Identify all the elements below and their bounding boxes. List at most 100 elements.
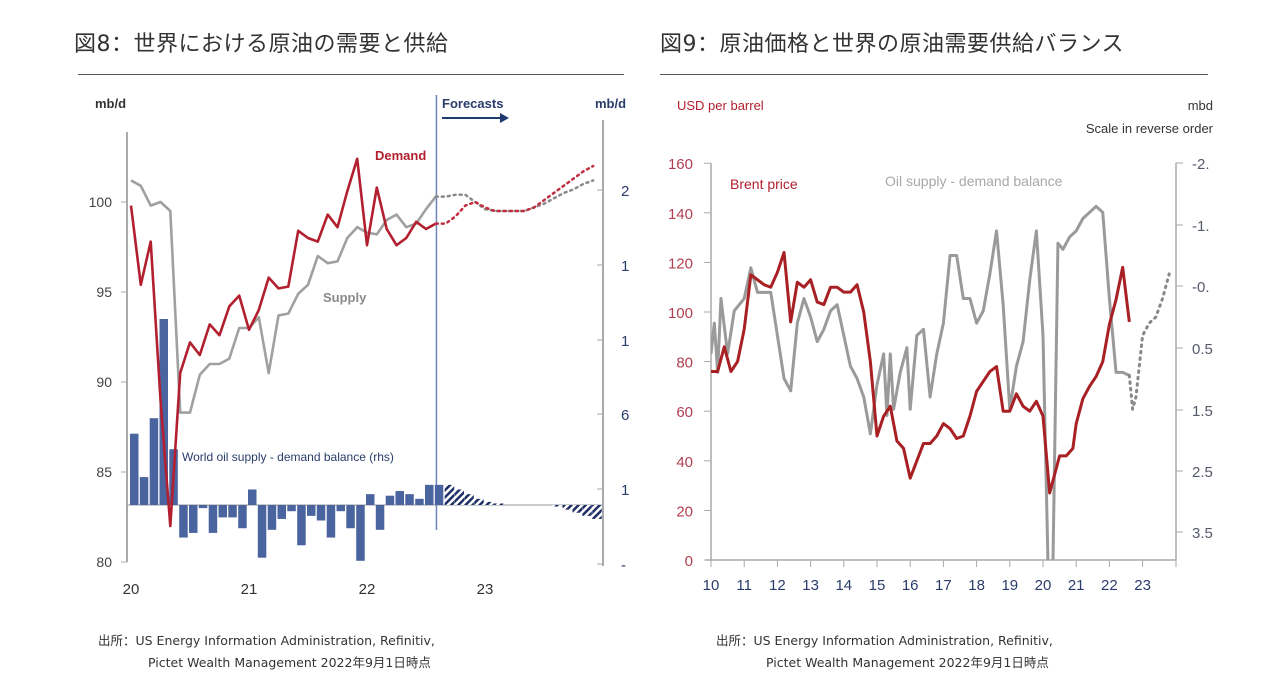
- figure9-source-line2: Pictet Wealth Management 2022年9月1日時点: [766, 655, 1049, 670]
- figure8-source: 出所：US Energy Information Administration,…: [98, 630, 435, 674]
- fig9-balance-forecast-line: [1127, 272, 1171, 411]
- fig8-balance-bar: [267, 505, 277, 530]
- fig8-balance-bar: [366, 494, 375, 505]
- fig8-left-axis-unit: mb/d: [95, 96, 126, 111]
- fig8-demand-forecast-line: [434, 164, 595, 225]
- fig9-left-tick-label: 40: [676, 454, 693, 471]
- fig8-balance-bar: [336, 505, 345, 512]
- figure9-title: 図9：原油価格と世界の原油需要供給バランス: [660, 32, 1125, 57]
- fig8-left-tick-label: 90: [96, 374, 112, 390]
- fig8-left-tick-label: 85: [96, 464, 112, 480]
- fig8-balance-forecast-bar: [552, 505, 563, 507]
- fig8-balance-forecast-bar: [493, 503, 504, 505]
- fig9-left-tick-label: 100: [668, 305, 693, 322]
- fig9-x-tick-label: 19: [1001, 577, 1018, 594]
- fig8-balance-bar: [395, 491, 404, 505]
- fig8-balance-bar: [346, 505, 355, 529]
- fig8-balance-forecast-bar: [454, 489, 464, 505]
- fig8-balance-bar: [326, 505, 336, 538]
- fig8-balance-bar: [238, 505, 247, 529]
- fig8-balance-bar: [434, 484, 444, 505]
- fig8-supply-forecast-line: [434, 179, 595, 213]
- fig8-balance-forecast-bar: [592, 505, 602, 519]
- fig8-left-tick-label: 80: [96, 554, 112, 570]
- fig8-right-tick-label: 1: [621, 258, 629, 275]
- fig9-x-tick-label: 22: [1101, 577, 1118, 594]
- fig8-balance-forecast-bar: [582, 505, 592, 516]
- fig8-x-tick-label: 22: [359, 581, 376, 598]
- fig8-balance-bar: [307, 505, 316, 516]
- fig8-x-tick-label: 21: [241, 581, 258, 598]
- fig9-left-tick-label: 140: [668, 206, 693, 223]
- fig9-right-tick-label: -2.: [1192, 156, 1210, 173]
- figure9-source-line1: 出所：US Energy Information Administration,…: [716, 633, 1053, 648]
- fig9-right-axis-unit: mbd: [1188, 98, 1213, 113]
- fig9-x-tick-label: 17: [935, 577, 952, 594]
- fig8-balance-bar: [130, 433, 139, 505]
- fig8-supply-label: Supply: [323, 290, 367, 305]
- fig9-right-tick-label: -0.: [1192, 279, 1210, 296]
- fig8-balance-bar: [159, 319, 168, 505]
- figure9-source: 出所：US Energy Information Administration,…: [716, 630, 1053, 674]
- fig9-right-tick-label: 3.5: [1192, 525, 1213, 542]
- fig8-balance-bar: [189, 505, 198, 533]
- fig8-balance-bar: [198, 505, 208, 509]
- fig8-right-tick-label: 6: [621, 407, 629, 424]
- fig8-balance-forecast-bar: [572, 505, 582, 513]
- fig8-balance-bar: [228, 505, 237, 518]
- fig8-balance-forecast-bar: [444, 484, 455, 505]
- fig8-balance-forecast-bar: [464, 494, 474, 505]
- fig8-balance-bar: [179, 505, 188, 538]
- fig8-balance-bar: [375, 505, 385, 530]
- fig8-forecast-arrow-icon: [500, 113, 509, 123]
- fig8-balance-forecast-bar: [474, 498, 484, 505]
- fig9-right-tick-label: 0.5: [1192, 341, 1213, 358]
- fig9-x-tick-label: 14: [835, 577, 852, 594]
- fig8-balance-bar: [257, 505, 267, 558]
- fig8-x-tick-label: 20: [123, 581, 140, 598]
- fig9-x-tick-label: 23: [1134, 577, 1151, 594]
- fig9-balance-line: [711, 204, 1130, 560]
- fig8-balance-bar: [356, 505, 365, 561]
- fig9-balance-label: Oil supply - demand balance: [885, 173, 1063, 189]
- fig8-right-tick-label: 1: [621, 333, 629, 350]
- fig9-right-tick-label: 2.5: [1192, 464, 1213, 481]
- fig9-right-tick-label: 1.5: [1192, 403, 1213, 420]
- fig9-x-tick-label: 20: [1035, 577, 1052, 594]
- fig8-balance-bar: [248, 489, 257, 505]
- fig9-x-tick-label: 12: [769, 577, 786, 594]
- fig9-brent-line: [711, 250, 1131, 495]
- fig9-left-tick-label: 20: [676, 503, 693, 520]
- fig8-balance-bar: [277, 505, 286, 519]
- fig9-brent-label: Brent price: [730, 176, 798, 192]
- fig8-right-tick-label: 2: [621, 183, 629, 200]
- fig8-supply-line: [130, 179, 437, 414]
- fig9-left-axis-unit: USD per barrel: [677, 98, 764, 113]
- figure8-title-rule: [78, 74, 624, 75]
- fig9-left-tick-label: 0: [685, 553, 693, 570]
- fig8-balance-bar: [139, 477, 149, 505]
- fig8-x-tick-label: 23: [477, 581, 494, 598]
- fig9-left-tick-label: 80: [676, 355, 693, 372]
- fig8-right-tick-label: -: [621, 557, 626, 574]
- fig8-demand-label: Demand: [375, 148, 426, 163]
- fig8-balance-bar: [149, 418, 159, 505]
- fig9-x-tick-label: 10: [703, 577, 720, 594]
- fig9-right-axis-note: Scale in reverse order: [1086, 121, 1214, 136]
- fig8-balance-bar: [425, 484, 434, 505]
- fig8-left-tick-label: 100: [89, 194, 113, 210]
- fig8-balance-label: World oil supply - demand balance (rhs): [182, 450, 394, 464]
- fig8-balance-bar: [415, 498, 424, 505]
- fig9-x-tick-label: 11: [736, 577, 752, 594]
- fig9-x-tick-label: 18: [968, 577, 985, 594]
- fig8-balance-forecast-bar: [562, 505, 573, 510]
- fig9-x-tick-label: 15: [869, 577, 886, 594]
- fig9-right-tick-label: -1.: [1192, 218, 1210, 235]
- fig8-balance-bar: [316, 505, 326, 521]
- fig8-balance-bar: [405, 494, 414, 505]
- fig8-demand-line: [129, 157, 437, 528]
- fig8-forecast-label: Forecasts: [442, 96, 503, 111]
- fig9-left-tick-label: 120: [668, 255, 693, 272]
- fig8-right-tick-label: 1: [621, 482, 629, 499]
